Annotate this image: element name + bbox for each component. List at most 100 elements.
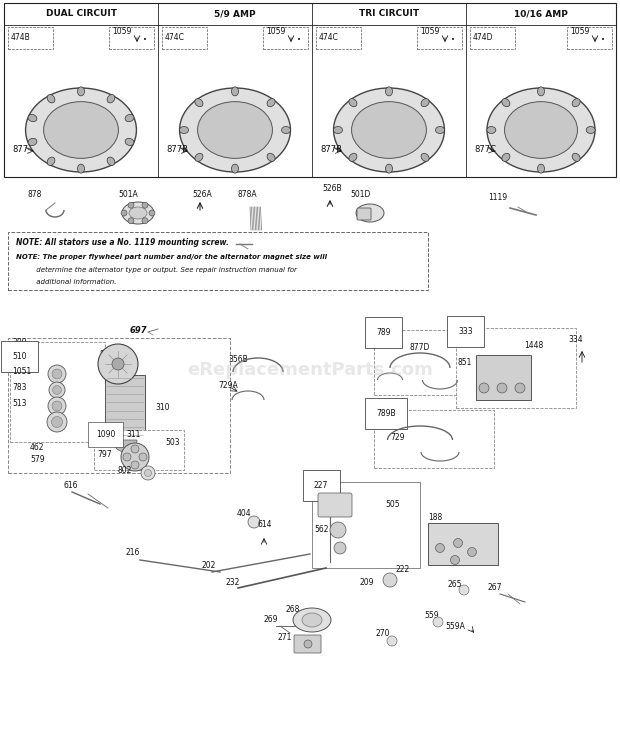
Text: 877D: 877D — [410, 343, 430, 352]
Ellipse shape — [267, 153, 275, 161]
Circle shape — [142, 218, 148, 223]
Text: 311: 311 — [126, 430, 140, 439]
Circle shape — [139, 453, 147, 461]
Ellipse shape — [47, 157, 55, 166]
Text: 334: 334 — [568, 335, 583, 344]
Bar — [312, 482, 420, 568]
Text: 188: 188 — [428, 513, 442, 522]
Ellipse shape — [122, 202, 154, 224]
Text: 797: 797 — [97, 450, 112, 459]
Ellipse shape — [78, 164, 84, 173]
Text: 474C: 474C — [319, 33, 339, 42]
Ellipse shape — [538, 164, 544, 173]
Circle shape — [131, 461, 139, 469]
Circle shape — [123, 453, 131, 461]
Text: 579: 579 — [30, 455, 45, 464]
Text: 789: 789 — [376, 328, 391, 337]
Text: 10/16 AMP: 10/16 AMP — [514, 10, 568, 18]
Ellipse shape — [107, 157, 115, 166]
Text: 526B: 526B — [322, 184, 342, 193]
Text: 269: 269 — [264, 615, 278, 624]
Text: 697: 697 — [130, 326, 148, 335]
Ellipse shape — [195, 98, 203, 107]
Text: 267: 267 — [488, 583, 502, 592]
Circle shape — [141, 466, 155, 480]
Ellipse shape — [107, 95, 115, 103]
Text: 1119: 1119 — [488, 193, 507, 202]
Bar — [417, 27, 462, 49]
Circle shape — [334, 542, 346, 554]
Text: 877C: 877C — [474, 144, 496, 153]
Circle shape — [459, 585, 469, 595]
Bar — [94, 430, 184, 470]
Text: 310: 310 — [155, 403, 169, 412]
Text: •: • — [297, 37, 301, 43]
Circle shape — [142, 202, 148, 208]
FancyBboxPatch shape — [294, 635, 321, 653]
Circle shape — [51, 417, 63, 428]
Text: 501D: 501D — [350, 190, 370, 199]
Circle shape — [467, 548, 477, 556]
Ellipse shape — [231, 87, 239, 96]
Text: 503: 503 — [165, 438, 180, 447]
Ellipse shape — [586, 127, 595, 133]
Bar — [456, 328, 576, 408]
Circle shape — [451, 556, 459, 565]
Text: 270: 270 — [376, 629, 391, 638]
Ellipse shape — [334, 88, 445, 172]
Ellipse shape — [572, 98, 580, 107]
Circle shape — [304, 640, 312, 648]
Circle shape — [53, 386, 61, 394]
Ellipse shape — [487, 127, 496, 133]
Ellipse shape — [28, 138, 37, 146]
Bar — [428, 523, 498, 565]
Ellipse shape — [43, 101, 118, 158]
Text: 729: 729 — [390, 433, 404, 442]
Text: •: • — [451, 37, 455, 43]
Ellipse shape — [349, 153, 357, 161]
Text: NOTE: All stators use a No. 1119 mounting screw.: NOTE: All stators use a No. 1119 mountin… — [16, 238, 229, 247]
Text: 1051: 1051 — [12, 367, 31, 376]
Ellipse shape — [502, 153, 510, 161]
Circle shape — [121, 443, 149, 471]
Text: 801: 801 — [100, 350, 114, 359]
Text: additional information.: additional information. — [16, 279, 117, 285]
Ellipse shape — [302, 613, 322, 627]
Bar — [8, 27, 53, 49]
Circle shape — [49, 382, 65, 398]
Bar — [109, 27, 154, 49]
Text: •: • — [601, 37, 605, 43]
Text: 1448: 1448 — [524, 341, 543, 350]
Ellipse shape — [572, 153, 580, 161]
Text: 232: 232 — [226, 578, 241, 587]
Circle shape — [248, 516, 260, 528]
Ellipse shape — [125, 138, 134, 146]
Text: 614: 614 — [257, 520, 272, 529]
Ellipse shape — [421, 98, 429, 107]
Text: 202: 202 — [202, 561, 216, 570]
Ellipse shape — [28, 115, 37, 121]
Text: 878: 878 — [28, 190, 42, 199]
Bar — [162, 27, 207, 49]
Circle shape — [128, 202, 134, 208]
Circle shape — [47, 412, 67, 432]
Text: 1059: 1059 — [570, 27, 590, 36]
Text: 309: 309 — [12, 338, 27, 347]
Text: 505: 505 — [385, 500, 400, 509]
Wedge shape — [113, 440, 137, 452]
Text: 616: 616 — [64, 481, 79, 490]
Text: 333: 333 — [458, 327, 472, 336]
Text: 559: 559 — [424, 611, 438, 620]
Text: 222: 222 — [395, 565, 409, 574]
Circle shape — [497, 383, 507, 393]
Bar — [8, 338, 230, 473]
Ellipse shape — [293, 608, 331, 632]
Text: 462: 462 — [30, 443, 45, 452]
Text: 559A: 559A — [445, 622, 465, 631]
Circle shape — [121, 210, 127, 216]
Bar — [10, 342, 105, 442]
Circle shape — [131, 445, 139, 453]
Ellipse shape — [47, 95, 55, 103]
Ellipse shape — [195, 153, 203, 161]
Bar — [8, 232, 428, 290]
